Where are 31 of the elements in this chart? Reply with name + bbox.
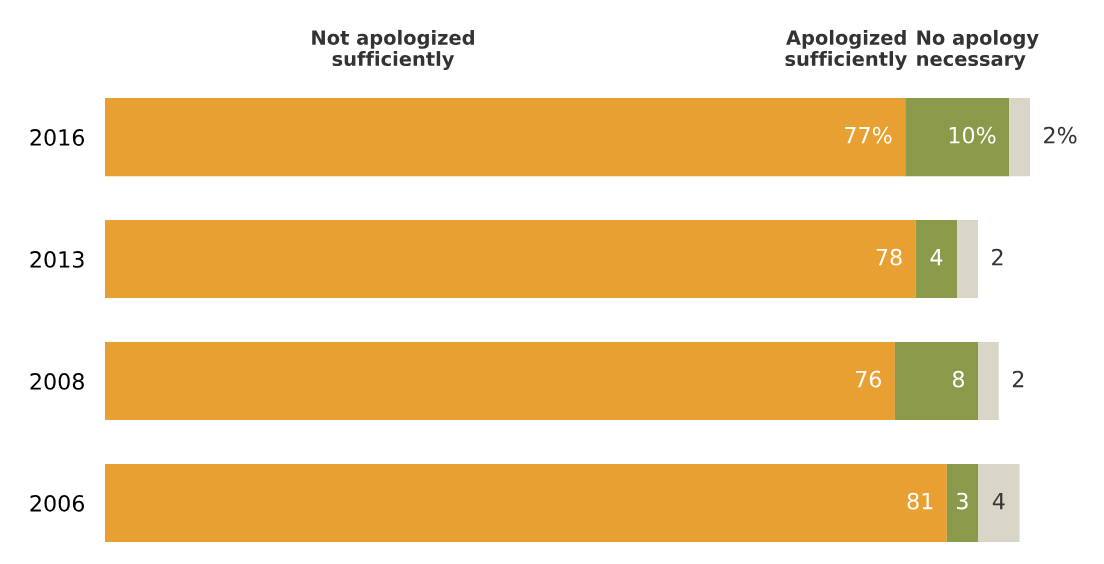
y-tick-label: 2013 <box>30 251 84 268</box>
data-label: 10% <box>949 126 996 144</box>
data-label: 2 <box>1012 370 1024 388</box>
bar <box>978 463 1020 543</box>
data-label: 77% <box>845 126 892 144</box>
data-label: 78 <box>876 248 902 266</box>
data-label: 8 <box>952 370 965 388</box>
bar <box>104 342 895 421</box>
data-label: 4 <box>992 492 1005 510</box>
y-tick-label: 2016 <box>30 129 85 146</box>
data-label: 2% <box>1044 126 1077 144</box>
bar <box>104 463 947 543</box>
bar <box>915 220 958 299</box>
y-tick-label: 2008 <box>30 373 84 390</box>
series-label: Apologized sufficiently <box>785 29 907 71</box>
data-label: 81 <box>907 492 933 510</box>
bar <box>104 98 906 177</box>
bar <box>104 220 916 299</box>
bar <box>957 220 979 299</box>
bar <box>946 463 979 543</box>
data-label: 4 <box>930 249 943 266</box>
data-label: 2 <box>992 248 1003 266</box>
bar <box>905 98 1010 177</box>
data-label: 3 <box>957 492 968 510</box>
y-tick-label: 2006 <box>30 494 85 512</box>
bar <box>894 342 979 421</box>
bar <box>978 342 999 421</box>
series-label: No apology necessary <box>917 29 1039 71</box>
series-label: Not apologized sufficiently <box>312 29 474 71</box>
data-label: 76 <box>855 370 881 388</box>
bar <box>1009 98 1030 177</box>
